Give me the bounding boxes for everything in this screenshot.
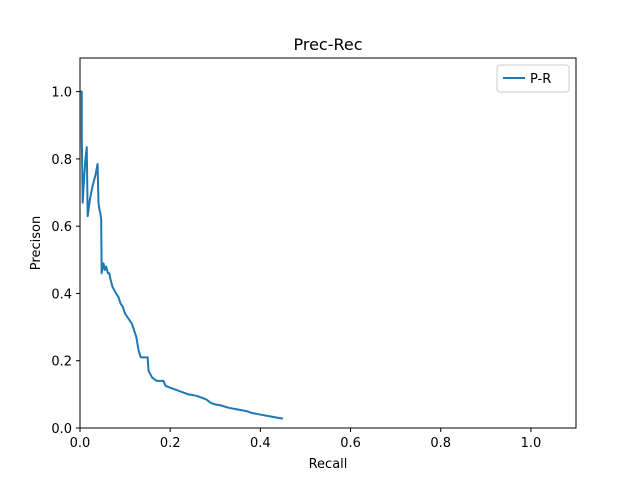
legend: P-R	[496, 64, 570, 93]
y-axis: 0.0 0.2 0.4 0.6 0.8 1.0	[51, 86, 80, 437]
y-tick-label: 0.6	[51, 220, 72, 235]
series-line-pr	[80, 90, 284, 420]
axes-frame	[79, 57, 577, 429]
x-tick-label: 0.8	[430, 436, 451, 451]
x-axis: 0.0 0.2 0.4 0.6 0.8 1.0	[70, 428, 542, 451]
y-tick-label: 0.0	[51, 422, 72, 437]
legend-label: P-R	[530, 72, 551, 87]
y-tick-label: 0.4	[51, 287, 72, 302]
x-tick-label: 0.2	[160, 436, 181, 451]
chart-title: Prec-Rec	[293, 35, 362, 54]
x-tick-label: 1.0	[521, 436, 542, 451]
legend-box	[496, 64, 570, 93]
x-tick-label: 0.4	[250, 436, 271, 451]
x-axis-title: Recall	[309, 457, 348, 472]
y-tick-label: 0.8	[51, 153, 72, 168]
x-tick-label: 0.0	[70, 436, 91, 451]
plot-area	[80, 90, 284, 420]
y-tick-label: 0.2	[51, 355, 72, 370]
y-axis-title: Precison	[29, 216, 44, 270]
x-tick-label: 0.6	[340, 436, 361, 451]
y-tick-label: 1.0	[51, 86, 72, 101]
